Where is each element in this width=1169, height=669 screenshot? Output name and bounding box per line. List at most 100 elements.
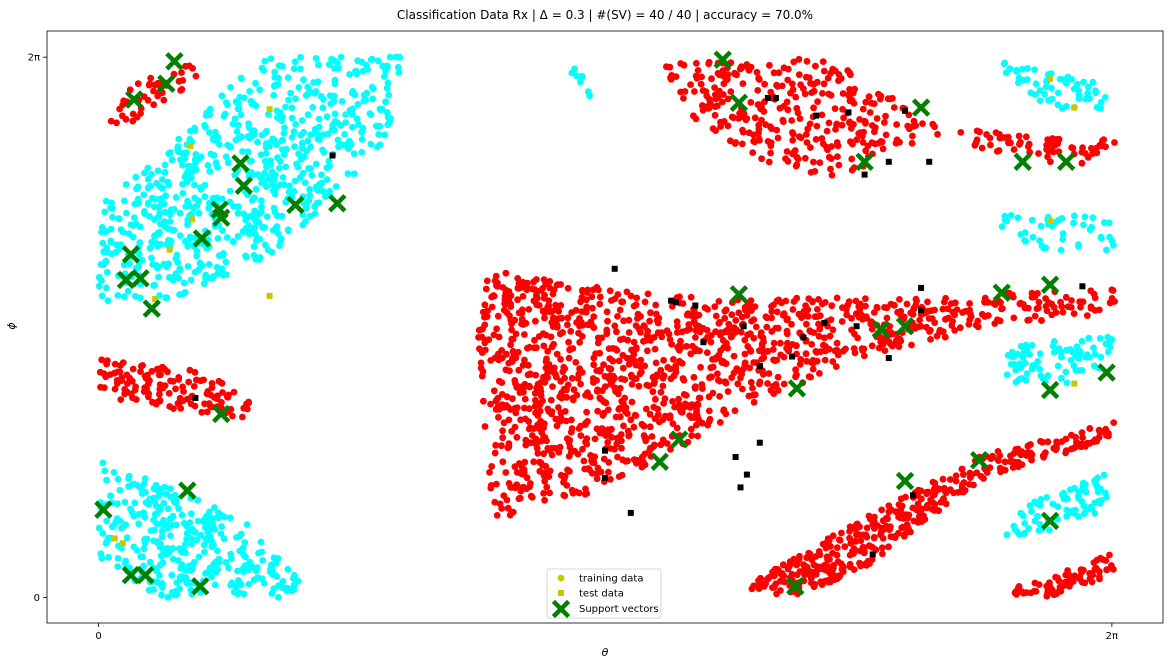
training-point-cyan bbox=[114, 292, 122, 299]
training-point-cyan bbox=[193, 252, 201, 260]
training-point-cyan bbox=[386, 53, 394, 61]
training-point-red bbox=[596, 394, 604, 402]
training-point-cyan bbox=[124, 287, 132, 295]
training-point-red bbox=[706, 374, 713, 382]
training-point-cyan bbox=[341, 131, 349, 138]
training-point-cyan bbox=[165, 274, 173, 281]
training-point-cyan bbox=[230, 238, 237, 246]
training-point-cyan bbox=[395, 69, 403, 76]
training-point-red bbox=[604, 439, 612, 446]
training-point-red bbox=[814, 306, 821, 313]
support-vector-marker bbox=[650, 452, 669, 471]
training-point-red bbox=[707, 364, 715, 372]
training-point-cyan bbox=[246, 88, 254, 95]
training-point-red bbox=[487, 400, 494, 408]
training-point-cyan bbox=[1043, 494, 1051, 501]
training-point-red bbox=[984, 299, 992, 306]
training-point-cyan bbox=[1016, 375, 1023, 383]
training-point-red bbox=[245, 399, 253, 407]
training-point-red bbox=[531, 336, 538, 344]
training-point-cyan bbox=[248, 196, 256, 204]
training-point-red bbox=[1068, 297, 1075, 304]
training-point-red bbox=[646, 423, 654, 431]
training-point-red bbox=[957, 129, 965, 136]
training-point-red bbox=[795, 556, 803, 563]
training-point-cyan bbox=[288, 114, 296, 122]
training-point-red bbox=[568, 309, 576, 316]
training-point-cyan bbox=[151, 216, 158, 224]
training-point-cyan bbox=[1057, 246, 1065, 254]
training-point-red bbox=[795, 310, 803, 318]
training-point-red bbox=[175, 77, 183, 85]
training-point-red bbox=[603, 326, 611, 334]
training-point-red bbox=[211, 394, 218, 401]
training-point-cyan bbox=[153, 486, 161, 494]
training-point-cyan bbox=[1029, 233, 1037, 241]
training-point-red bbox=[590, 361, 598, 369]
training-point-cyan bbox=[191, 194, 199, 202]
training-point-cyan bbox=[261, 224, 268, 231]
training-point-red bbox=[749, 149, 757, 157]
training-point-cyan bbox=[290, 128, 298, 136]
training-point-red bbox=[1096, 428, 1104, 436]
training-point-red bbox=[541, 496, 548, 504]
support-vector-marker bbox=[670, 430, 689, 449]
training-point-red bbox=[960, 471, 967, 478]
training-point-red bbox=[542, 364, 550, 372]
training-point-red bbox=[1030, 587, 1038, 595]
training-point-red bbox=[531, 344, 538, 352]
training-point-red bbox=[871, 513, 878, 521]
training-point-red bbox=[611, 445, 618, 453]
training-point-red bbox=[1096, 573, 1103, 580]
training-point-cyan bbox=[211, 137, 219, 144]
training-point-cyan bbox=[258, 179, 265, 187]
training-point-red bbox=[722, 360, 730, 367]
training-point-red bbox=[805, 295, 813, 302]
training-point-red bbox=[755, 577, 762, 584]
training-point-red bbox=[191, 368, 199, 376]
training-point-red bbox=[1106, 551, 1113, 559]
training-point-cyan bbox=[176, 232, 184, 240]
training-point-red bbox=[801, 90, 809, 98]
training-point-red bbox=[768, 308, 776, 315]
training-point-red bbox=[773, 308, 781, 316]
training-point-cyan bbox=[354, 57, 362, 65]
training-point-cyan bbox=[136, 223, 144, 231]
training-point-red bbox=[927, 307, 935, 315]
training-point-cyan bbox=[1090, 344, 1097, 352]
training-point-red bbox=[764, 138, 772, 145]
training-point-cyan bbox=[114, 555, 122, 562]
training-point-red bbox=[660, 372, 668, 379]
training-point-cyan bbox=[585, 88, 592, 96]
training-point-cyan bbox=[257, 538, 265, 546]
training-point-red bbox=[156, 385, 164, 393]
training-point-red bbox=[680, 61, 688, 69]
training-point-cyan bbox=[287, 89, 295, 97]
training-point-red bbox=[691, 384, 699, 391]
training-point-cyan bbox=[1045, 97, 1052, 104]
training-point-red bbox=[731, 407, 739, 415]
training-point-red bbox=[827, 165, 834, 173]
training-point-red bbox=[802, 73, 810, 81]
training-point-red bbox=[974, 323, 982, 331]
training-point-red bbox=[1106, 299, 1114, 307]
training-point-red bbox=[819, 540, 827, 548]
training-point-red bbox=[682, 392, 690, 399]
training-point-red bbox=[553, 422, 561, 430]
training-point-cyan bbox=[279, 578, 287, 585]
training-point-red bbox=[561, 374, 568, 382]
training-point-red bbox=[821, 299, 829, 306]
training-point-red bbox=[593, 475, 601, 483]
training-point-red bbox=[567, 428, 575, 436]
training-point-red bbox=[546, 489, 553, 497]
training-point-red bbox=[186, 366, 194, 374]
training-point-cyan bbox=[101, 467, 109, 475]
training-point-cyan bbox=[251, 224, 259, 232]
training-point-red bbox=[793, 342, 800, 350]
training-point-cyan bbox=[213, 194, 221, 202]
training-point-red bbox=[1028, 289, 1036, 297]
training-point-cyan bbox=[136, 239, 144, 247]
training-point-cyan bbox=[191, 268, 199, 276]
training-point-cyan bbox=[1079, 482, 1087, 489]
training-point-red bbox=[122, 115, 130, 123]
